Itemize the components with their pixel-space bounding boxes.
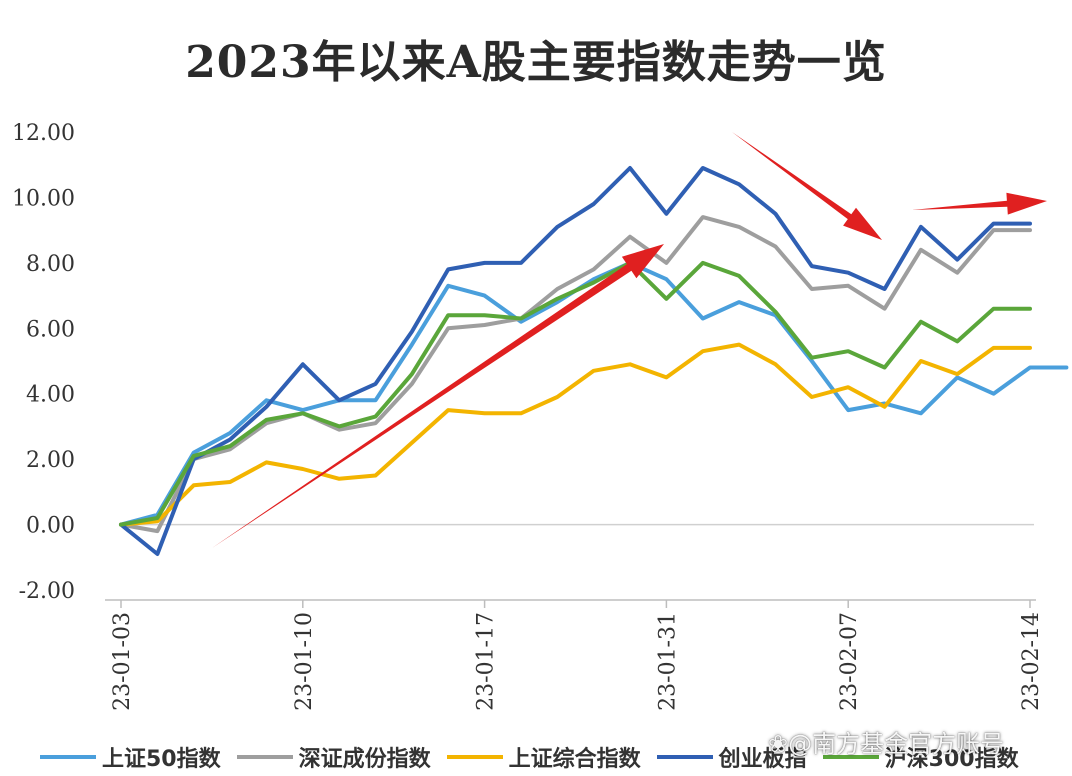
trend-arrows [212, 132, 1047, 548]
legend-label: 上证50指数 [102, 747, 221, 772]
watermark-text: @南方基金官方账号 [788, 730, 1005, 758]
legend-swatch [446, 755, 503, 759]
legend-item: 深证成份指数 [236, 741, 431, 773]
series-lines [119, 166, 1069, 556]
legend-swatch [40, 755, 96, 759]
legend-label: 深证成份指数 [298, 747, 431, 772]
x-tick-label: 23-01-10 [292, 612, 317, 711]
trend-arrow [212, 244, 664, 548]
y-tick-label: 10.00 [12, 186, 75, 211]
legend-item: 沪深300指数 [822, 741, 1019, 773]
y-tick-label: 8.00 [26, 252, 75, 277]
legend-item: 上证综合指数 [446, 741, 641, 773]
series-line [119, 342, 1032, 527]
x-tick-label: 23-02-07 [837, 612, 862, 711]
trend-arrow [912, 192, 1047, 215]
y-tick-label: -2.00 [19, 579, 75, 604]
series-line [119, 260, 1032, 527]
y-tick-label: 2.00 [26, 448, 75, 473]
series-line [119, 260, 1069, 527]
x-tick-label: 23-01-31 [655, 612, 680, 711]
legend-item: 创业板指 [656, 741, 807, 773]
legend-label: 沪深300指数 [884, 747, 1019, 772]
x-tick-label: 23-01-03 [110, 612, 135, 711]
y-tick-label: 6.00 [26, 317, 75, 342]
legend-swatch [656, 755, 713, 759]
x-tick-label: 23-01-17 [474, 612, 499, 711]
series-line [119, 166, 1032, 556]
legend-label: 上证综合指数 [508, 747, 641, 772]
legend-swatch [822, 755, 879, 759]
watermark: ❀@南方基金官方账号 [768, 724, 1004, 759]
y-axis: 12.00 10.00 8.00 6.00 4.00 2.00 0.00 -2.00 [12, 121, 75, 604]
x-axis: 23-01-03 23-01-10 23-01-17 23-01-31 23-02-07… [105, 523, 1044, 711]
legend-label: 创业板指 [718, 747, 807, 772]
trend-arrow [732, 132, 882, 240]
legend: 上证50指数 深证成份指数 上证综合指数 创业板指 沪深300指数 [40, 742, 1035, 772]
paw-icon: ❀ [768, 730, 789, 758]
x-tick-label: 23-02-14 [1019, 612, 1044, 711]
y-tick-label: 0.00 [26, 514, 75, 539]
legend-swatch [236, 755, 293, 759]
y-tick-label: 4.00 [26, 383, 75, 408]
legend-item: 上证50指数 [40, 741, 221, 773]
chart-title: 2023年以来A股主要指数走势一览 [185, 37, 887, 88]
series-line [119, 215, 1032, 534]
y-tick-label: 12.00 [12, 121, 75, 146]
